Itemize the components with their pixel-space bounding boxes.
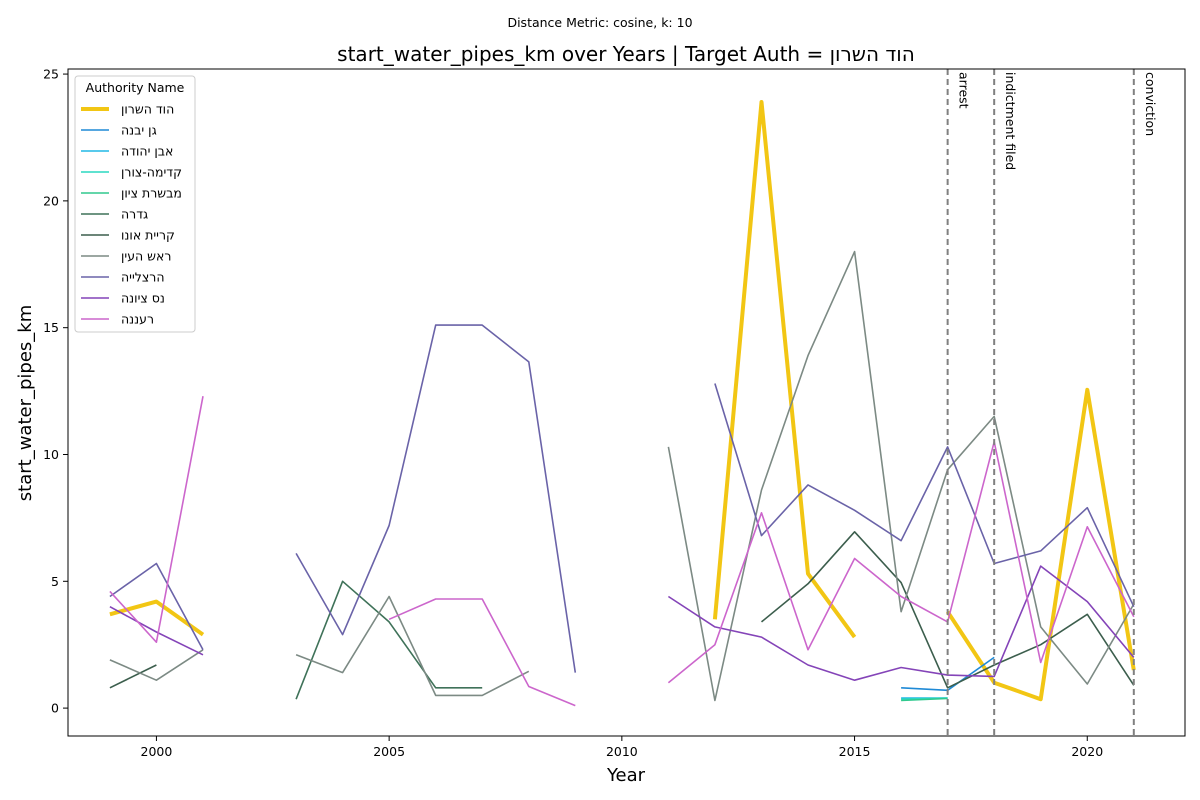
legend-entry-2: גן יבנה <box>81 123 157 138</box>
y-tick-label-1: 0 <box>51 701 59 716</box>
y-tick-label-6: 25 <box>43 67 59 82</box>
legend: Authority Name הוד השרון גן יבנה אבן יהודה… <box>74 75 196 333</box>
x-tick-label-2: 2005 <box>373 744 405 759</box>
legend-label-7: קריית אונו <box>121 228 175 243</box>
legend-entry-3: אבן יהודה <box>81 144 173 159</box>
series-7-line-2 <box>760 530 1135 689</box>
series-11-line-3 <box>667 440 1135 684</box>
legend-title: Authority Name <box>86 80 185 95</box>
chart-title: start_water_pipes_km over Years | Target… <box>337 42 915 66</box>
legend-entries: הוד השרון גן יבנה אבן יהודה קדימה-צורן מבשרת… <box>81 102 182 327</box>
legend-label-11: רעננה <box>121 312 154 327</box>
x-axis-label: Year <box>606 765 646 786</box>
series-10-line-1 <box>109 605 204 656</box>
series-11 <box>109 396 1135 707</box>
series-8-line-3 <box>667 250 1135 702</box>
series-9-line-3 <box>714 383 1135 608</box>
x-tick-label-4: 2015 <box>839 744 871 759</box>
legend-entry-4: קדימה-צורן <box>81 165 182 180</box>
y-tick-label-3: 10 <box>43 447 59 462</box>
series-5-line-1 <box>901 697 948 702</box>
plot-area: arrest indictment filed conviction <box>67 68 1186 737</box>
legend-entry-1: הוד השרון <box>81 102 174 117</box>
series-9-line-1 <box>109 562 204 651</box>
x-tick-label-3: 2010 <box>606 744 638 759</box>
legend-entry-11: רעננה <box>81 312 154 327</box>
legend-label-9: הרצלייה <box>121 270 165 285</box>
event-label-1: arrest <box>957 72 972 109</box>
event-label-2: indictment filed <box>1003 72 1018 170</box>
series-5 <box>901 697 948 702</box>
series-6 <box>295 580 483 700</box>
y-axis-label: start_water_pipes_km <box>15 305 36 501</box>
series-9 <box>109 324 1135 673</box>
series-7 <box>109 530 1135 689</box>
series-11-line-2 <box>388 598 576 707</box>
legend-box <box>74 75 196 333</box>
legend-entry-7: קריית אונו <box>81 228 175 243</box>
series-9-line-2 <box>295 324 577 673</box>
legend-entry-8: ראש העין <box>81 249 171 264</box>
legend-label-2: גן יבנה <box>121 123 157 138</box>
legend-label-8: ראש העין <box>121 249 171 264</box>
legend-entry-10: נס ציונה <box>81 291 165 306</box>
x-tick-label-1: 2000 <box>141 744 173 759</box>
x-axis: 2000 2005 2010 2015 2020 <box>141 736 1103 759</box>
legend-entry-5: מבשרת ציון <box>81 186 182 201</box>
series-11-line-1 <box>109 396 204 644</box>
legend-entry-6: גדרה <box>81 207 148 222</box>
y-tick-label-4: 15 <box>43 320 59 335</box>
x-tick-label-5: 2020 <box>1071 744 1103 759</box>
y-axis: 0 5 10 15 20 25 <box>43 67 68 716</box>
legend-label-4: קדימה-צורן <box>121 165 182 180</box>
series-6-line-1 <box>295 580 483 700</box>
legend-label-6: גדרה <box>121 207 148 222</box>
y-tick-label-2: 5 <box>51 574 59 589</box>
figure-suptitle: Distance Metric: cosine, k: 10 <box>507 15 692 30</box>
event-label-3: conviction <box>1143 72 1158 136</box>
legend-entry-9: הרצלייה <box>81 270 165 285</box>
series-10 <box>109 565 1135 682</box>
y-tick-label-5: 20 <box>43 193 59 208</box>
series-8-line-1 <box>109 649 204 682</box>
series-1-line-3 <box>945 387 1136 702</box>
legend-label-1: הוד השרון <box>121 102 174 117</box>
legend-label-10: נס ציונה <box>121 291 165 306</box>
series-10-line-2 <box>667 565 1135 682</box>
series-7-line-1 <box>109 664 157 689</box>
legend-label-5: מבשרת ציון <box>121 186 182 201</box>
event-layer: arrest indictment filed conviction <box>946 69 1158 736</box>
legend-label-3: אבן יהודה <box>121 144 173 159</box>
series-1-line-1 <box>109 599 205 637</box>
series-8-line-2 <box>295 595 530 697</box>
series-8 <box>109 250 1135 702</box>
axes-frame <box>67 68 1186 737</box>
series-layer <box>109 100 1136 707</box>
